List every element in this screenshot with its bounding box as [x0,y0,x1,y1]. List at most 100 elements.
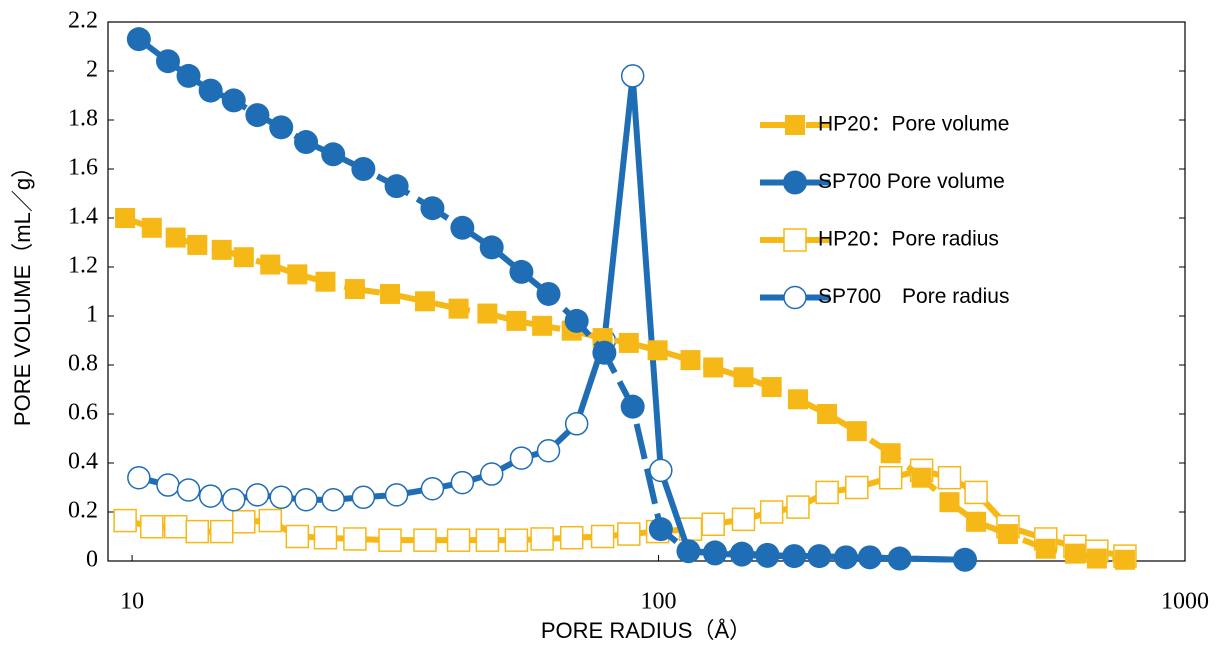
data-point [378,528,402,552]
data-point [221,88,246,113]
data-point [1114,549,1135,570]
data-point [222,488,246,512]
data-point [343,527,367,551]
data-point [245,483,270,507]
data-point [420,196,445,221]
data-point [163,514,188,539]
data-point [997,524,1018,545]
data-point [209,519,234,544]
y-tick-label: 0.4 [68,449,98,475]
data-point [509,446,534,470]
data-point [620,394,645,419]
legend-item: HP20：Pore radius [760,228,999,252]
data-point [479,462,504,486]
data-point [115,208,136,228]
legend-label: HP20：Pore volume [818,113,1009,136]
data-point [761,377,782,398]
data-point [618,332,639,353]
data-point [878,465,903,490]
data-point [127,465,151,490]
data-point [446,528,471,552]
data-point [1035,538,1056,559]
data-point [648,517,673,542]
data-point [755,542,780,567]
data-point [911,467,932,488]
data-point [880,443,901,464]
data-point [759,500,784,524]
data-point [479,235,504,260]
legend-label: HP20：Pore radius [818,228,999,251]
data-point [647,340,668,361]
data-point [846,421,867,442]
legend-marker [783,170,807,195]
data-point [211,239,232,260]
data-point [702,540,727,565]
legend-marker [783,228,807,252]
data-point [176,478,201,502]
data-point [269,115,294,140]
y-tick-label: 0.6 [68,400,98,426]
data-point [176,63,201,88]
data-point [384,483,409,507]
x-tick-label: 1000 [1161,589,1209,615]
data-point [233,247,254,268]
data-point [185,519,210,544]
data-point [285,524,310,549]
data-point [509,259,534,284]
data-point [414,291,435,312]
y-tick-label: 1.2 [68,253,98,279]
data-point [729,541,754,566]
data-point [380,283,401,304]
legend-label: SP700 Pore volume [818,170,1005,193]
y-tick-label: 1.8 [68,106,98,132]
data-point [187,234,208,255]
legend-item: SP700 Pore radius [760,285,1009,310]
data-point [731,507,756,532]
legend-item: SP700 Pore volume [760,170,1005,195]
y-tick-label: 2 [86,57,98,83]
data-point [126,27,151,52]
data-point [680,350,701,371]
y-axis-label: PORE VOLUME（mL／g） [10,156,35,426]
data-point [887,546,912,571]
data-point [413,528,437,552]
data-point [857,545,882,570]
data-point [477,303,498,324]
data-point [344,279,365,300]
data-point [384,174,409,199]
data-point [782,544,807,569]
data-point [817,404,838,424]
legend-marker [785,115,805,135]
legend-item: HP20：Pore volume [760,113,1009,136]
data-point [701,512,725,536]
x-tick-label: 100 [641,589,677,615]
data-point [1086,548,1107,569]
data-point [448,298,469,319]
data-point [260,254,281,275]
y-tick-label: 1.4 [68,204,98,230]
data-point [156,473,180,497]
data-point [113,508,137,533]
legend-marker [783,285,807,310]
data-point [198,484,223,508]
data-point [617,522,641,546]
y-tick-label: 2.2 [68,8,98,34]
data-point [807,544,832,569]
data-point [530,527,554,551]
data-point [559,525,584,550]
data-point [287,264,308,285]
y-tick-label: 1.6 [68,155,98,181]
data-point [787,389,808,410]
data-point [815,480,839,505]
data-point [420,476,445,501]
data-point [620,64,645,88]
data-point [845,475,869,500]
data-point [450,470,475,495]
data-point [1064,543,1085,564]
legend: HP20：Pore volume SP700 Pore volume HP20：Po… [760,113,1009,310]
data-point [532,315,553,336]
data-point [141,217,162,238]
data-point [536,281,561,306]
data-point [313,525,338,550]
